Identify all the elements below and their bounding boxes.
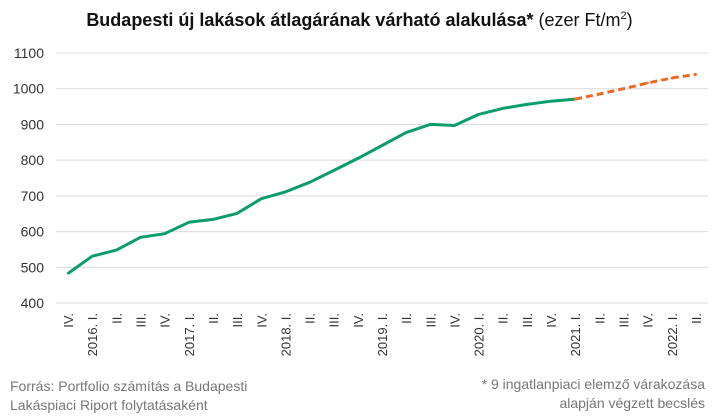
data-point (670, 76, 673, 80)
x-tick-label: II. (689, 313, 704, 324)
chart-title: Budapesti új lakások átlagárának várható… (0, 10, 719, 31)
data-point (598, 92, 601, 96)
title-unit-prefix: (ezer Ft/m (533, 10, 621, 30)
data-point (163, 232, 166, 235)
data-point (525, 103, 529, 106)
x-tick-label: II. (399, 313, 414, 324)
data-point (549, 100, 553, 103)
data-point (91, 255, 94, 258)
x-tick-label: II. (109, 313, 124, 324)
x-tick-label: 2021. I. (568, 313, 583, 356)
actual-series-line (67, 97, 576, 275)
x-tick-label: II. (206, 313, 221, 324)
y-tick-label: 800 (21, 152, 45, 168)
data-point (284, 190, 287, 194)
data-point (404, 131, 408, 134)
data-point (453, 124, 456, 127)
x-tick-label: IV. (641, 313, 656, 328)
y-tick-label: 1000 (13, 81, 44, 97)
x-tick-label: III. (327, 313, 342, 327)
source-line-1: Forrás: Portfolio számítás a Budapesti (10, 378, 248, 394)
x-tick-label: II. (303, 313, 318, 324)
data-point (260, 197, 263, 200)
data-point (211, 218, 215, 221)
x-axis-ticks: IV. 2016. I. II. III. IV. 2017. I. II. III. IV. 2… (61, 313, 704, 356)
gridlines (56, 52, 708, 304)
x-tick-label: II. (592, 313, 607, 324)
title-unit-superscript: 2 (620, 10, 627, 22)
source-line-2: Lakáspiaci Riport folytatásaként (10, 397, 208, 413)
x-tick-label: IV. (544, 313, 559, 328)
x-tick-label: III. (134, 313, 149, 327)
data-point (646, 81, 649, 85)
x-tick-label: III. (230, 313, 245, 327)
data-point (694, 73, 698, 76)
data-point (66, 272, 70, 275)
data-point (139, 236, 142, 239)
x-tick-label: 2022. I. (665, 313, 680, 356)
x-tick-label: III. (423, 313, 438, 327)
forecast-series-line (574, 72, 697, 101)
data-point (477, 113, 480, 116)
x-tick-label: 2016. I. (85, 313, 100, 356)
footnote: * 9 ingatlanpiaci elemző várakozása alap… (482, 375, 705, 413)
x-tick-label: II. (496, 313, 511, 324)
data-point (429, 123, 432, 126)
y-tick-label: 700 (21, 188, 45, 204)
data-point (573, 97, 577, 101)
y-tick-label: 400 (21, 295, 45, 311)
y-tick-label: 900 (21, 116, 45, 132)
data-point (356, 157, 360, 160)
x-tick-label: III. (616, 313, 631, 327)
x-tick-label: 2020. I. (472, 313, 487, 356)
data-point (380, 144, 384, 147)
data-point (308, 181, 311, 184)
x-tick-label: 2018. I. (278, 313, 293, 356)
footnote-line-2: alapján végzett becslés (559, 395, 705, 411)
x-tick-label: 2019. I. (375, 313, 390, 356)
x-tick-label: IV. (61, 313, 76, 328)
x-tick-label: IV. (158, 313, 173, 328)
data-point (501, 107, 504, 110)
x-tick-label: IV. (351, 313, 366, 328)
series-lines (66, 72, 698, 275)
data-point (187, 221, 191, 224)
data-point (115, 248, 118, 252)
y-tick-label: 500 (21, 259, 45, 275)
x-tick-label: 2017. I. (182, 313, 197, 356)
data-point (235, 212, 239, 215)
x-tick-label: III. (520, 313, 535, 327)
source-note: Forrás: Portfolio számítás a Budapesti L… (10, 377, 247, 415)
x-tick-label: IV. (447, 313, 462, 328)
y-tick-label: 1100 (14, 45, 44, 61)
data-point (622, 87, 625, 90)
y-tick-label: 600 (21, 224, 45, 240)
data-point (332, 169, 335, 172)
x-tick-label: IV. (254, 313, 269, 328)
title-main: Budapesti új lakások átlagárának várható… (86, 10, 534, 30)
title-unit-suffix: ) (626, 10, 633, 30)
footnote-line-1: * 9 ingatlanpiaci elemző várakozása (481, 376, 705, 392)
y-axis-ticks: 400 500 600 700 800 900 1000 1100 (13, 45, 44, 311)
